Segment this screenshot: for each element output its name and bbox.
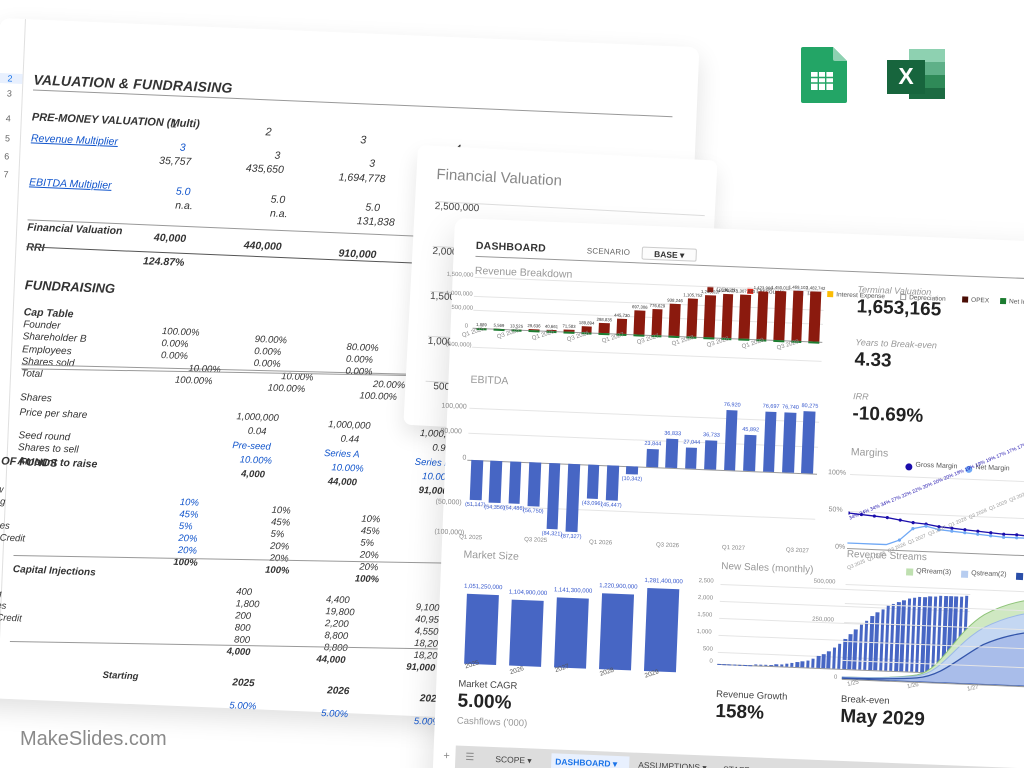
- svg-text:X: X: [898, 63, 914, 89]
